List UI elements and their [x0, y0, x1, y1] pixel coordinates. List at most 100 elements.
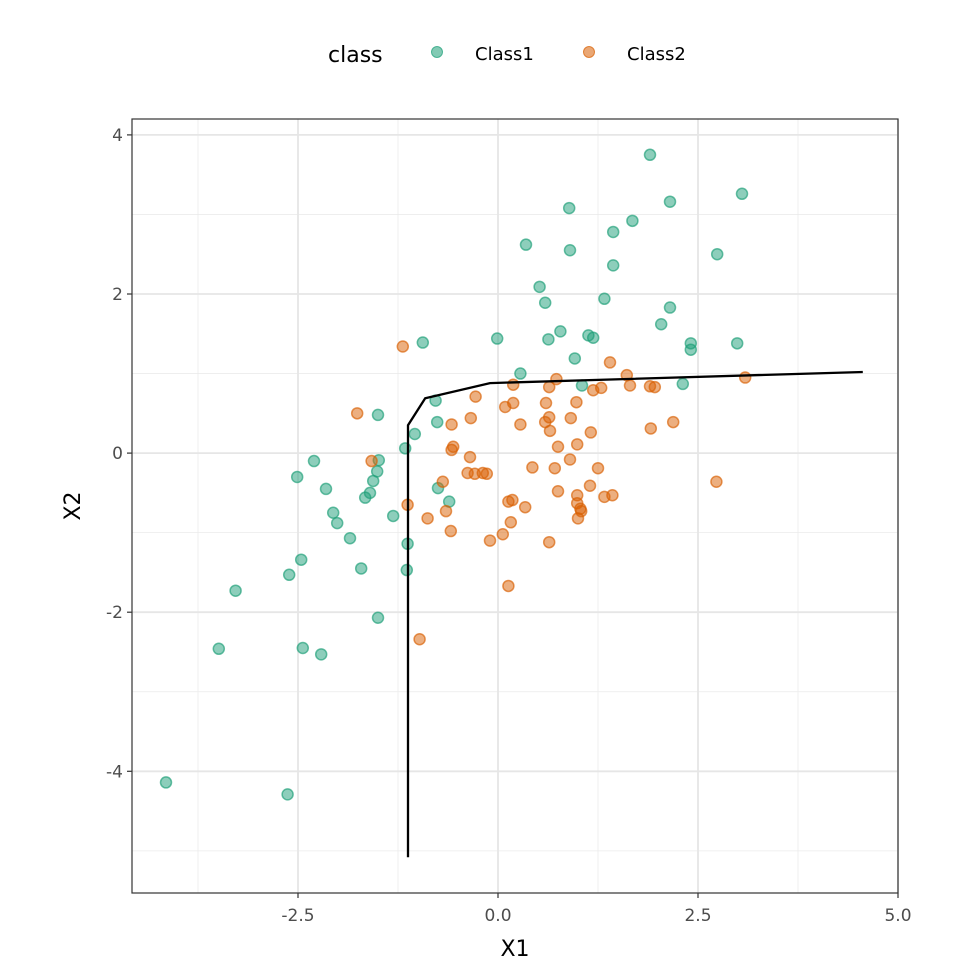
data-point-class1	[371, 611, 385, 625]
data-point-class1	[533, 280, 546, 294]
data-point-class1	[519, 238, 533, 251]
boundary-line	[406, 370, 863, 858]
data-point-class2	[439, 504, 453, 518]
y-tick-label: 0	[112, 444, 123, 464]
data-point-class2	[469, 390, 482, 403]
data-point-class2	[603, 356, 617, 369]
data-point-class2	[506, 378, 520, 391]
data-point-class1	[281, 788, 294, 801]
data-point-class2	[445, 418, 458, 431]
data-point-class1	[430, 415, 444, 429]
data-point-class1	[400, 563, 414, 577]
data-point-class1	[314, 648, 328, 661]
data-point-class2	[586, 384, 600, 397]
data-point-class1	[575, 379, 589, 392]
data-point-class1	[354, 562, 368, 575]
data-point-class1	[514, 367, 527, 380]
data-point-class1	[229, 584, 242, 597]
y-tick-label: -2	[106, 603, 123, 623]
data-point-class2	[463, 450, 477, 464]
y-tick-label: 2	[112, 285, 123, 305]
data-point-class1	[490, 332, 504, 345]
data-point-class1	[212, 642, 226, 656]
data-point-class1	[296, 641, 310, 655]
data-point-class2	[584, 426, 598, 439]
data-point-class1	[366, 474, 380, 488]
data-point-class2	[598, 490, 611, 504]
legend-label-class2: Class2	[627, 44, 686, 65]
data-point-class2	[563, 453, 577, 466]
y-tick-label: -4	[106, 762, 123, 782]
data-point-class1	[416, 336, 430, 349]
data-point-class1	[562, 201, 576, 215]
grid	[132, 119, 899, 893]
data-point-class2	[548, 461, 562, 475]
legend-title: class	[328, 43, 383, 68]
data-point-class1	[290, 470, 304, 484]
legend-key-class2	[583, 46, 595, 58]
data-point-class2	[648, 380, 662, 394]
data-point-class2	[623, 379, 637, 392]
data-point-class1	[542, 333, 555, 346]
data-point-class2	[583, 479, 597, 492]
data-point-class2	[498, 400, 512, 414]
data-point-class2	[542, 380, 556, 394]
data-point-class1	[684, 343, 698, 356]
data-point-class2	[644, 422, 658, 435]
data-point-class1	[319, 482, 333, 496]
data-point-class1	[654, 317, 668, 331]
data-point-class1	[586, 331, 600, 345]
data-point-class2	[591, 461, 605, 475]
data-point-class2	[710, 475, 723, 488]
data-point-class1	[386, 509, 400, 523]
data-point-class2	[445, 443, 458, 457]
y-axis-title: X2	[61, 491, 86, 520]
data-point-class1	[282, 568, 296, 582]
x-tick-label: 0.0	[484, 906, 511, 926]
data-point-class2	[526, 461, 539, 474]
data-point-class2	[464, 411, 478, 425]
data-point-class1	[358, 491, 372, 504]
data-point-class2	[502, 495, 515, 508]
data-point-class2	[396, 340, 410, 353]
data-point-class1	[663, 301, 677, 314]
data-point-class2	[570, 438, 584, 451]
x-tick-label: 5.0	[884, 906, 911, 926]
data-point-class1	[643, 148, 657, 162]
plot-panel-border	[131, 118, 899, 894]
data-point-class1	[371, 408, 385, 422]
data-point-class2	[539, 396, 553, 410]
data-point-class2	[350, 407, 364, 420]
data-point-class1	[326, 506, 340, 520]
x-tick-label: 2.5	[684, 906, 711, 926]
data-point-class2	[518, 500, 532, 514]
data-point-class1	[330, 516, 344, 530]
data-point-class1	[710, 247, 724, 261]
data-point-class2	[480, 467, 494, 481]
data-point-class1	[606, 225, 620, 239]
data-point-class1	[343, 531, 357, 545]
data-point-class1	[408, 427, 422, 441]
data-point-class2	[738, 371, 752, 384]
data-point-class2	[436, 475, 450, 488]
decision-boundary	[406, 370, 863, 858]
x-axis-title: X1	[500, 937, 529, 962]
data-point-class1	[626, 214, 639, 228]
data-point-class2	[542, 535, 556, 549]
data-point-class2	[514, 418, 527, 431]
data-point-class2	[551, 440, 565, 453]
legend-key-class1	[431, 46, 443, 58]
data-point-class2	[564, 411, 578, 425]
data-points	[159, 148, 752, 801]
data-point-class1	[294, 553, 308, 566]
data-point-class1	[663, 195, 677, 208]
data-point-class1	[554, 325, 567, 338]
data-point-class2	[502, 579, 515, 593]
data-point-class2	[504, 516, 518, 529]
data-point-class2	[666, 415, 680, 429]
data-point-class1	[735, 187, 749, 201]
data-point-class1	[159, 776, 173, 789]
axes: -2.5 0.0 2.5 5.0 -4 -2 0 2 4	[106, 126, 911, 926]
x-tick-label: -2.5	[281, 906, 314, 926]
